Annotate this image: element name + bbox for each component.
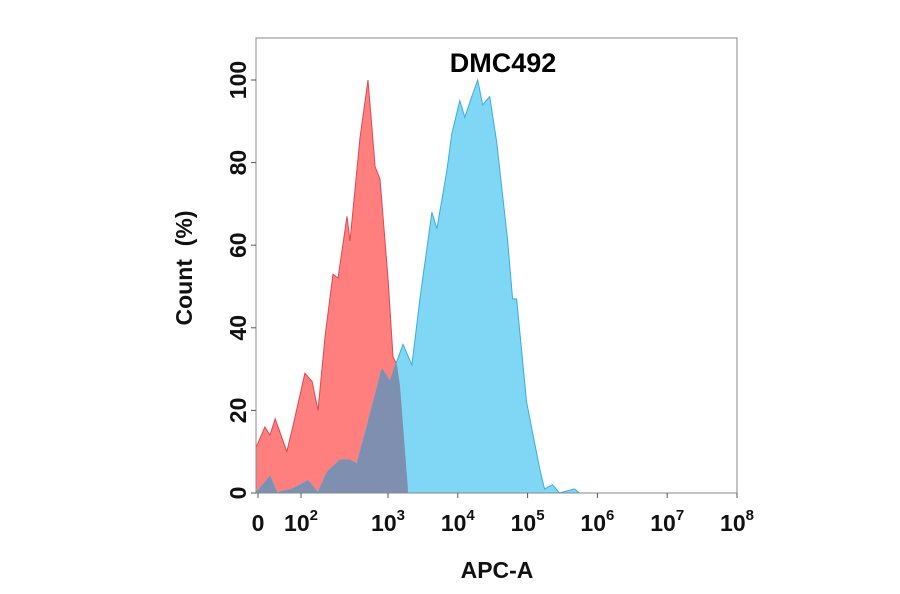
y-tick-label: 40 bbox=[225, 315, 251, 341]
y-tick-label: 80 bbox=[225, 150, 251, 176]
x-tick-label: 107 bbox=[650, 507, 684, 536]
x-tick-label: 105 bbox=[511, 507, 545, 536]
x-tick-label: 0 bbox=[252, 510, 265, 536]
x-tick-label: 104 bbox=[441, 507, 476, 536]
x-tick-label: 108 bbox=[720, 507, 754, 536]
x-tick-label: 103 bbox=[371, 507, 405, 536]
y-tick-label: 0 bbox=[225, 487, 251, 500]
x-axis-title: APC-A bbox=[461, 557, 534, 583]
x-tick-label: 102 bbox=[284, 507, 318, 536]
y-tick-label: 20 bbox=[225, 398, 251, 424]
chart-title: DMC492 bbox=[450, 48, 557, 78]
y-axis-title: Count (%) bbox=[171, 211, 197, 326]
plot-frame bbox=[255, 37, 738, 494]
x-tick-label: 106 bbox=[580, 507, 614, 536]
y-tick-label: 100 bbox=[225, 61, 251, 99]
y-tick-label: 60 bbox=[225, 232, 251, 258]
